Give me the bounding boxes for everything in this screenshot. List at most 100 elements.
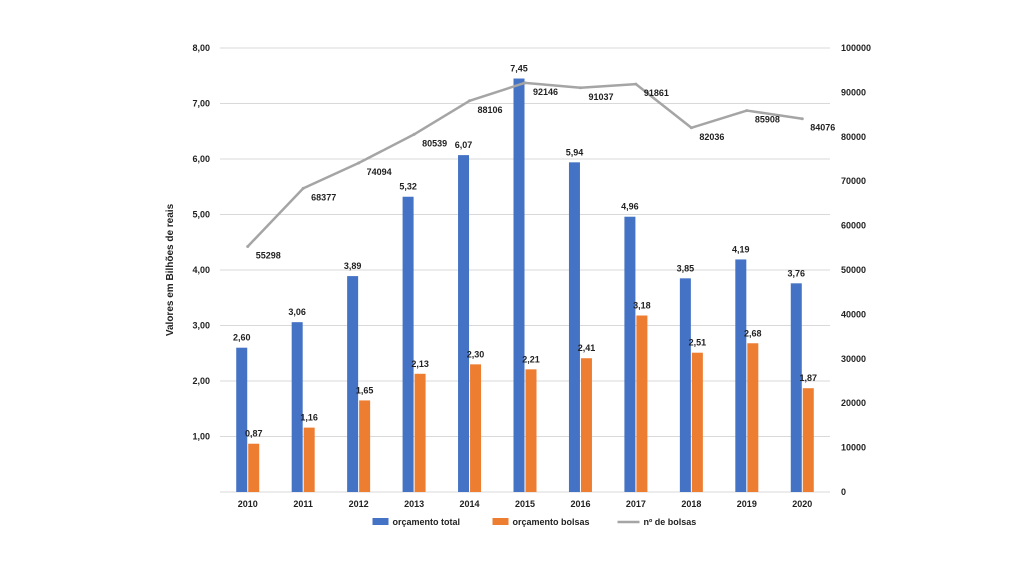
bar-orcamento-total [513,78,525,493]
bar-orcamento-bolsas [747,343,759,492]
bar-orcamento-bolsas [691,352,703,492]
line-point [689,126,693,130]
line-point [246,244,250,248]
bar-orcamento-total [236,347,248,492]
data-label: 2,41 [578,343,596,353]
y-tick-label: 6,00 [192,154,210,164]
line-series [246,81,804,248]
bar-orcamento-total [624,216,636,492]
x-tick-label: 2011 [293,499,313,509]
bar-orcamento-total [790,283,802,492]
legend-item: orçamento bolsas [492,517,590,527]
bar-orcamento-total [568,162,580,492]
x-tick-label: 2017 [626,499,646,509]
line-point [301,186,305,190]
y-tick-label: 5,00 [192,210,210,220]
legend: orçamento total orçamento bolsas nº de bol… [372,517,697,527]
data-label: 5,32 [399,182,417,192]
bar-orcamento-bolsas [248,443,260,492]
line-data-label: 91037 [588,92,613,102]
gridlines [220,47,830,493]
bar-orcamento-total [679,278,691,492]
data-label: 3,85 [677,263,695,273]
line-data-label: 85908 [755,115,780,125]
y-tick-label: 8,00 [192,43,210,53]
data-label: 3,18 [633,301,651,311]
y2-tick-label: 20000 [841,398,866,408]
x-tick-label: 2013 [404,499,424,509]
line-point [412,132,416,136]
y2-tick-label: 30000 [841,354,866,364]
data-label: 2,51 [689,338,707,348]
line-point [578,86,582,90]
data-label: 2,21 [522,354,540,364]
data-label: 1,87 [800,373,818,383]
line-point [800,117,804,121]
data-label: 6,07 [455,140,473,150]
data-label: 4,19 [732,244,750,254]
x-tick-label: 2015 [515,499,535,509]
data-labels: 2,60 3,06 3,89 5,32 6,07 7,45 5,94 4,96 3,85 4,19… [233,64,835,439]
line-point [745,109,749,113]
bar-orcamento-total [458,155,470,493]
bar-orcamento-bolsas [470,364,482,492]
legend-label: nº de bolsas [644,517,697,527]
x-tick-label: 2019 [737,499,757,509]
line-data-label: 80539 [422,138,447,148]
y2-tick-label: 0 [841,487,846,497]
y-axis-title: Valores em Bilhões de reais [165,203,176,336]
data-label: 3,89 [344,261,362,271]
y-tick-label: 1,00 [192,432,210,442]
legend-label: orçamento bolsas [513,517,590,527]
data-label: 5,94 [566,147,584,157]
line-data-label: 68377 [311,192,336,202]
bar-orcamento-bolsas [414,373,426,492]
line-data-label: 88106 [478,105,503,115]
data-label: 2,60 [233,333,251,343]
data-label: 7,45 [510,64,528,74]
bar-orcamento-bolsas [359,400,371,492]
bar-orcamento-total [291,322,303,492]
x-tick-label: 2020 [792,499,812,509]
line-data-label: 84076 [810,123,835,133]
line-data-label: 92146 [533,87,558,97]
y2-tick-label: 60000 [841,221,866,231]
data-label: 3,06 [288,307,306,317]
x-tick-label: 2014 [460,499,480,509]
x-tick-label: 2018 [681,499,701,509]
line-point [468,99,472,103]
y2-tick-label: 100000 [841,43,871,53]
line-data-label: 82036 [699,132,724,142]
bar-orcamento-bolsas [636,315,648,492]
data-label: 4,96 [621,202,639,212]
y-tick-label: 3,00 [192,321,210,331]
legend-item: orçamento total [372,517,461,527]
data-label: 2,30 [467,349,485,359]
y2-tick-label: 40000 [841,309,866,319]
legend-swatch [492,518,509,525]
line-point [634,82,638,86]
y2-tick-label: 70000 [841,176,866,186]
axes: 1,00 2,00 3,00 4,00 5,00 6,00 7,00 8,00 0 10000 20… [192,43,871,509]
bar-orcamento-total [347,276,359,492]
line-data-label: 91861 [644,88,669,98]
bars [236,78,814,493]
y2-tick-label: 80000 [841,132,866,142]
data-label: 2,68 [744,328,762,338]
line-point [357,161,361,165]
line-data-label: 74094 [367,167,392,177]
bar-orcamento-total [402,196,414,493]
y2-tick-label: 50000 [841,265,866,275]
bar-orcamento-bolsas [525,369,537,492]
legend-swatch [372,518,389,525]
bar-orcamento-bolsas [303,427,315,492]
bar-orcamento-total [735,259,747,492]
y2-tick-label: 10000 [841,443,866,453]
line-point [523,81,527,85]
x-tick-label: 2012 [349,499,369,509]
data-label: 2,13 [411,359,429,369]
legend-label: orçamento total [393,517,461,527]
x-tick-label: 2016 [570,499,590,509]
data-label: 3,76 [788,268,806,278]
